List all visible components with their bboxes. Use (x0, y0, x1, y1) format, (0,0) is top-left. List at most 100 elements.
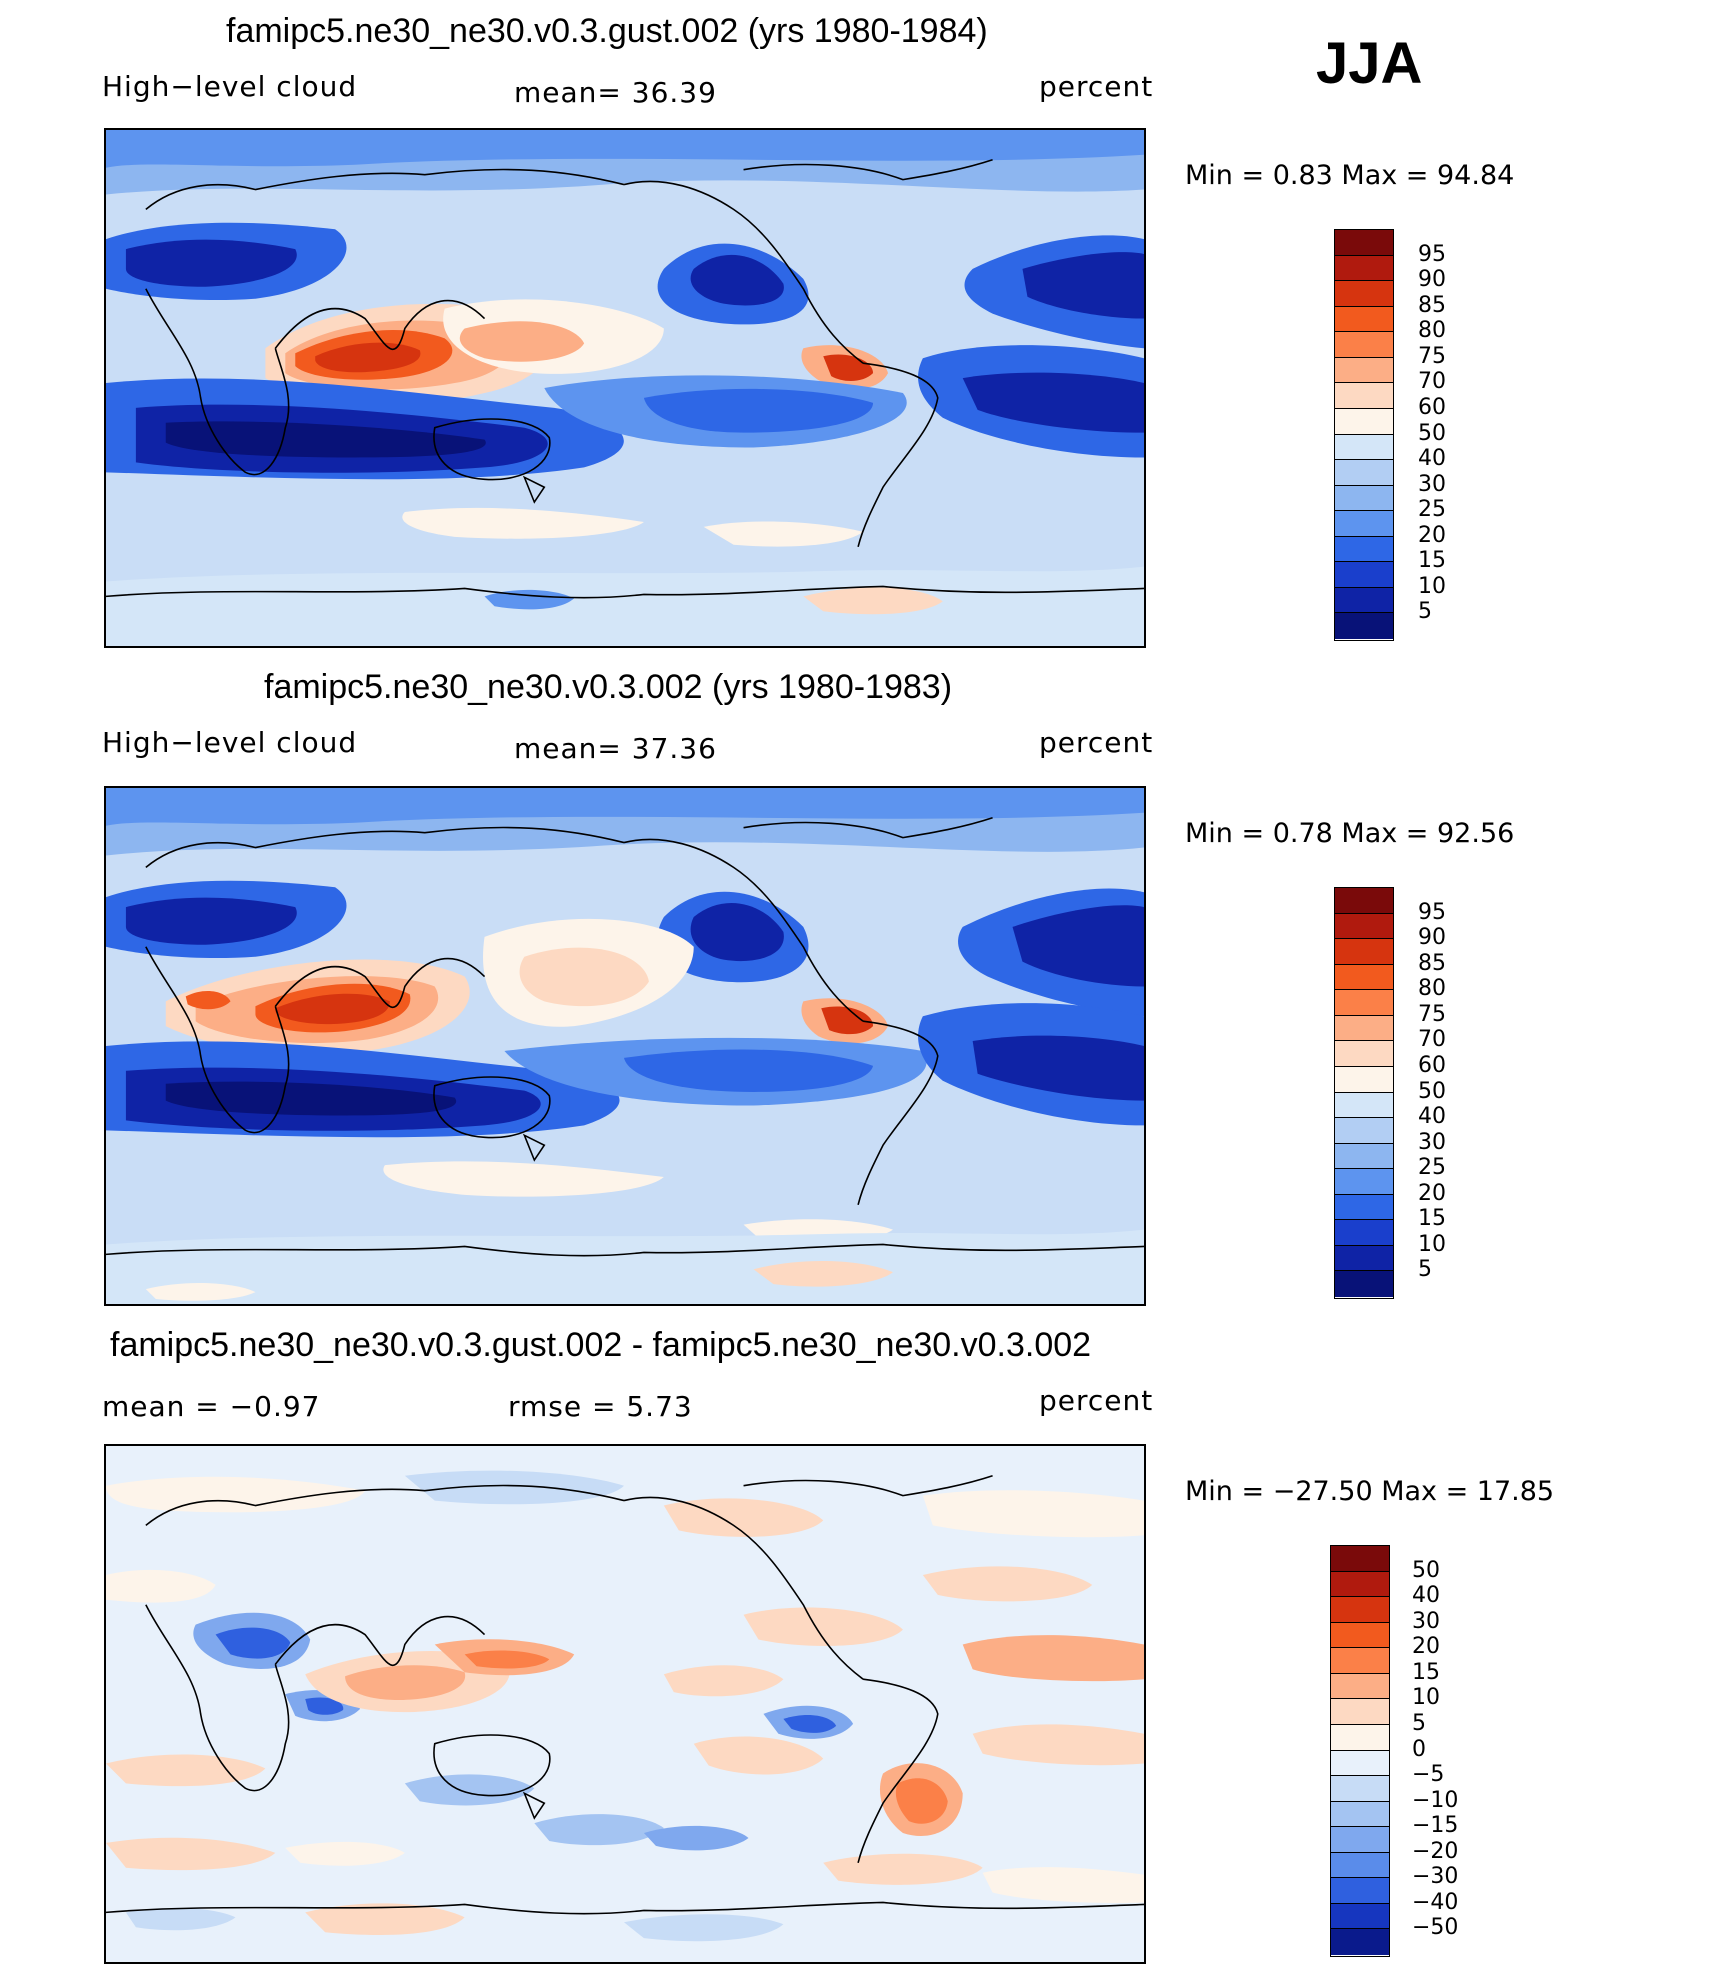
colorbar-swatch (1331, 1699, 1389, 1725)
colorbar-tick-label: 75 (1418, 1001, 1446, 1027)
colorbar-swatch (1335, 383, 1393, 409)
colorbar-swatch (1331, 1597, 1389, 1623)
colorbar-tick-label: 80 (1418, 976, 1446, 1002)
colorbar-swatch (1335, 281, 1393, 307)
colorbar-swatch (1335, 1271, 1393, 1297)
colorbar-tick-label: 50 (1418, 420, 1446, 446)
panel2-units-label: percent (1039, 726, 1154, 759)
colorbar-tick-label: 30 (1412, 1608, 1440, 1634)
colorbar-tick-label: 15 (1418, 548, 1446, 574)
colorbar-tick-label: 90 (1418, 925, 1446, 951)
colorbar-swatch (1335, 536, 1393, 563)
colorbar-tick-label: 50 (1418, 1078, 1446, 1104)
colorbar-swatch (1331, 1776, 1389, 1802)
colorbar-swatch (1331, 1929, 1389, 1955)
colorbar-tick-label: 85 (1418, 292, 1446, 318)
colorbar-swatch (1335, 964, 1393, 991)
panel2-map (104, 786, 1146, 1306)
colorbar-swatch (1331, 1878, 1389, 1904)
colorbar-swatch (1335, 562, 1393, 588)
colorbar-tick-label: 85 (1418, 950, 1446, 976)
colorbar-tick-label: 40 (1418, 446, 1446, 472)
colorbar-swatch (1335, 306, 1393, 333)
colorbar-swatch (1335, 434, 1393, 461)
panel2-title: famipc5.ne30_ne30.v0.3.002 (yrs 1980-198… (264, 668, 953, 706)
panel3-rmse-label: rmse = 5.73 (508, 1390, 693, 1423)
colorbar-tick-label: 95 (1418, 899, 1446, 925)
colorbar-tick-label: 5 (1412, 1710, 1426, 1736)
panel2-mean-label: mean= 37.36 (514, 732, 717, 765)
panel3-units-label: percent (1039, 1384, 1154, 1417)
panel1-minmax: Min = 0.83 Max = 94.84 (1185, 160, 1515, 191)
colorbar-swatch (1331, 1622, 1389, 1649)
colorbar-swatch (1335, 332, 1393, 358)
colorbar-swatch (1335, 485, 1393, 512)
panel2-variable-label: High−level cloud (102, 726, 358, 759)
panel1-units-label: percent (1039, 70, 1154, 103)
panel3-colorbar (1330, 1545, 1390, 1957)
colorbar-swatch (1335, 1220, 1393, 1246)
colorbar-swatch (1335, 1143, 1393, 1170)
colorbar-tick-label: −20 (1412, 1838, 1459, 1864)
colorbar-tick-label: 50 (1412, 1557, 1440, 1583)
colorbar-tick-label: 20 (1412, 1634, 1440, 1660)
panel1-title: famipc5.ne30_ne30.v0.3.gust.002 (yrs 198… (226, 12, 988, 50)
panel3-minmax: Min = −27.50 Max = 17.85 (1185, 1476, 1555, 1507)
colorbar-tick-label: 5 (1418, 1257, 1432, 1283)
panel2-contour-map (106, 788, 1144, 1304)
colorbar-swatch (1335, 1194, 1393, 1221)
colorbar-tick-label: 25 (1418, 497, 1446, 523)
colorbar-tick-label: −50 (1412, 1915, 1459, 1941)
colorbar-swatch (1331, 1724, 1389, 1751)
colorbar-tick-label: 75 (1418, 343, 1446, 369)
colorbar-swatch (1335, 913, 1393, 940)
colorbar-swatch (1335, 888, 1393, 914)
colorbar-tick-label: 15 (1412, 1659, 1440, 1685)
colorbar-swatch (1335, 230, 1393, 256)
colorbar-tick-label: 0 (1412, 1736, 1426, 1762)
colorbar-swatch (1335, 255, 1393, 282)
colorbar-swatch (1335, 1245, 1393, 1272)
panel1-map (104, 128, 1146, 648)
colorbar-tick-label: 15 (1418, 1206, 1446, 1232)
colorbar-swatch (1331, 1673, 1389, 1700)
colorbar-swatch (1335, 1066, 1393, 1093)
colorbar-swatch (1331, 1571, 1389, 1598)
colorbar-tick-label: 5 (1418, 599, 1432, 625)
colorbar-tick-label: 20 (1418, 522, 1446, 548)
panel1-contour-map (106, 130, 1144, 646)
season-label: JJA (1316, 31, 1423, 96)
colorbar-tick-label: −30 (1412, 1864, 1459, 1890)
colorbar-tick-label: 30 (1418, 471, 1446, 497)
colorbar-tick-label: 90 (1418, 267, 1446, 293)
colorbar-tick-label: 40 (1418, 1104, 1446, 1130)
panel1-mean-label: mean= 36.39 (514, 76, 717, 109)
colorbar-swatch (1335, 357, 1393, 384)
colorbar-tick-label: 10 (1418, 1231, 1446, 1257)
panel3-mean-label: mean = −0.97 (102, 1390, 321, 1423)
panel2-colorbar (1334, 887, 1394, 1299)
colorbar-swatch (1335, 587, 1393, 614)
panel3-contour-map (106, 1446, 1144, 1962)
colorbar-swatch (1335, 1118, 1393, 1144)
colorbar-swatch (1335, 1169, 1393, 1195)
panel3-title: famipc5.ne30_ne30.v0.3.gust.002 - famipc… (110, 1326, 1092, 1364)
colorbar-tick-label: 20 (1418, 1180, 1446, 1206)
colorbar-tick-label: −10 (1412, 1787, 1459, 1813)
colorbar-swatch (1331, 1852, 1389, 1879)
colorbar-swatch (1335, 1015, 1393, 1042)
panel1-variable-label: High−level cloud (102, 70, 358, 103)
colorbar-swatch (1335, 613, 1393, 639)
colorbar-tick-label: 60 (1418, 1052, 1446, 1078)
colorbar-tick-label: 10 (1418, 573, 1446, 599)
colorbar-swatch (1335, 1041, 1393, 1067)
colorbar-tick-label: −5 (1412, 1762, 1445, 1788)
colorbar-swatch (1331, 1750, 1389, 1777)
panel1-colorbar (1334, 229, 1394, 641)
colorbar-tick-label: 30 (1418, 1129, 1446, 1155)
colorbar-swatch (1335, 511, 1393, 537)
colorbar-tick-label: 10 (1412, 1685, 1440, 1711)
colorbar-tick-label: 70 (1418, 369, 1446, 395)
colorbar-swatch (1335, 990, 1393, 1016)
panel3-map (104, 1444, 1146, 1964)
